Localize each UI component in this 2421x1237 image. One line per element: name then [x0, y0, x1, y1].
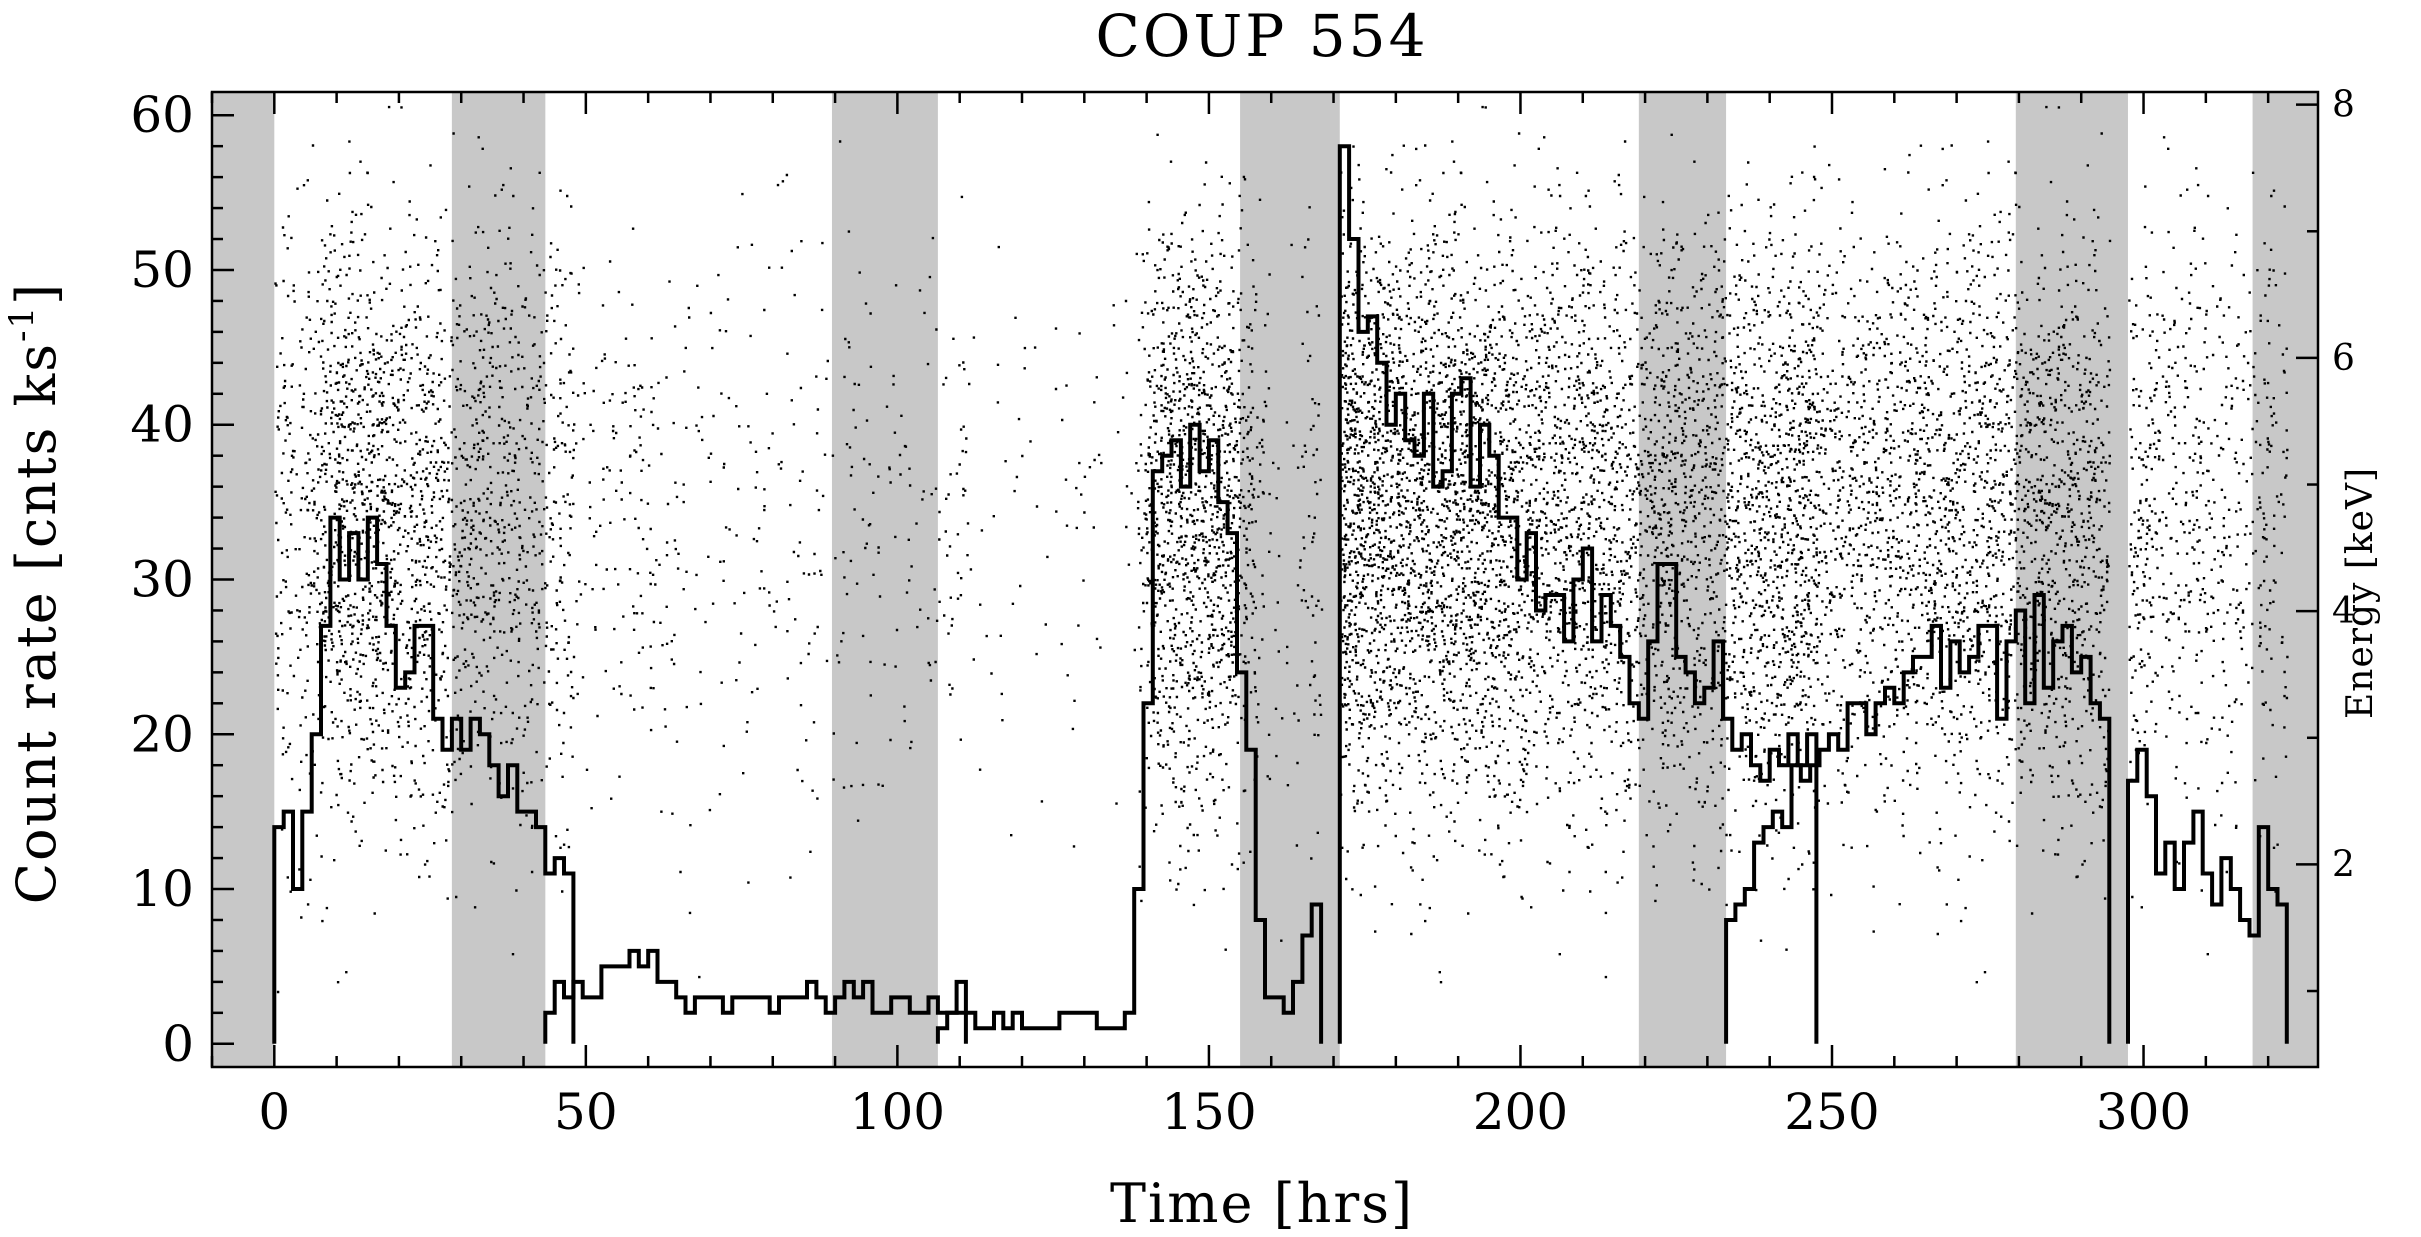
y-left-tick-label-20: 20 [130, 705, 194, 763]
y-axis-label-left-exponent: -1 [2, 305, 42, 342]
x-tick-label-200: 200 [1473, 1083, 1568, 1141]
y-axis-label-left: Count rate [cnts ks-1] [2, 282, 68, 904]
x-tick-label-100: 100 [850, 1083, 945, 1141]
axes: 0 50 100 150 200 250 300 0 10 20 30 40 50 60 2 4 6 8 [130, 85, 2355, 1141]
x-tick-label-0: 0 [258, 1083, 290, 1141]
y-axis-label-right: Energy [keV] [2340, 467, 2381, 719]
y-left-tick-label-30: 30 [130, 551, 194, 609]
y-right-tick-label-2: 2 [2332, 844, 2355, 885]
lightcurve-steps [272, 144, 2289, 1044]
y-axis-label-left-main: Count rate [cnts ks [5, 342, 68, 904]
lightcurve-segment-5 [1724, 593, 2112, 1044]
gap-band-5 [1638, 92, 1727, 1067]
lightcurve-segment-3 [935, 422, 1324, 1044]
x-tick-label-300: 300 [2096, 1083, 2191, 1141]
chart-title: COUP 554 [1096, 2, 1429, 70]
y-left-tick-label-40: 40 [130, 396, 194, 454]
y-left-tick-label-60: 60 [130, 86, 194, 144]
x-tick-label-150: 150 [1161, 1083, 1256, 1141]
y-right-tick-label-4: 4 [2332, 591, 2355, 632]
y-axis-label-left-close: ] [5, 282, 68, 305]
gap-band-2 [451, 92, 546, 1067]
y-left-tick-label-0: 0 [162, 1015, 194, 1073]
x-axis-label: Time [hrs] [1110, 1172, 1414, 1235]
lightcurve-segment-1 [272, 515, 576, 1044]
y-left-tick-label-50: 50 [130, 241, 194, 299]
lightcurve-segment-4 [1337, 144, 1819, 1044]
y-right-tick-label-8: 8 [2332, 85, 2355, 126]
lightcurve-segment-6 [2126, 747, 2289, 1044]
y-left-tick-label-10: 10 [130, 860, 194, 918]
x-tick-label-50: 50 [554, 1083, 618, 1141]
y-right-tick-label-6: 6 [2332, 338, 2355, 379]
lightcurve-segment-2 [543, 948, 968, 1044]
x-tick-label-250: 250 [1784, 1083, 1879, 1141]
gap-band-3 [831, 92, 938, 1067]
